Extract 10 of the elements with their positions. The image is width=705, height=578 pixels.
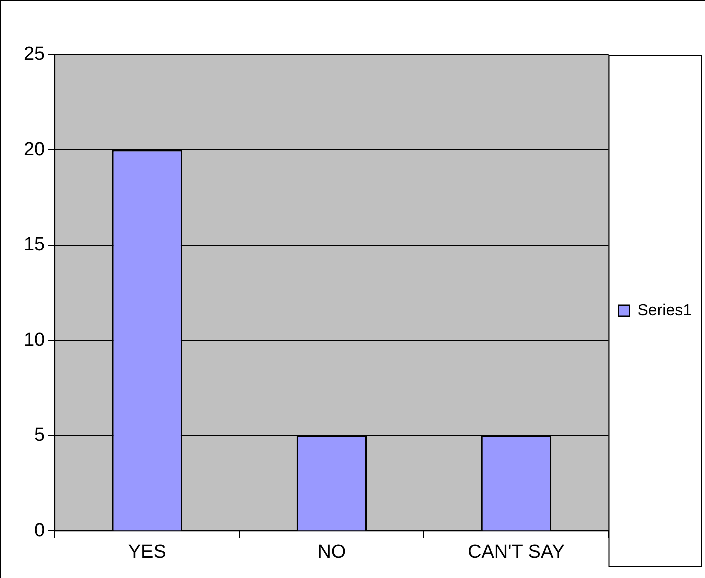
y-tick-label: 0 bbox=[34, 520, 46, 542]
x-tick-label: NO bbox=[318, 542, 346, 563]
y-tick-label: 15 bbox=[24, 234, 46, 256]
y-tick-label: 5 bbox=[34, 425, 46, 446]
y-tick-label: 25 bbox=[24, 44, 46, 66]
legend-label: Series1 bbox=[638, 302, 692, 320]
y-tick-label: 10 bbox=[24, 330, 46, 351]
y-tick-label: 20 bbox=[24, 139, 46, 160]
x-tick-label: YES bbox=[128, 542, 166, 563]
x-tick-label: CAN'T SAY bbox=[468, 542, 566, 563]
